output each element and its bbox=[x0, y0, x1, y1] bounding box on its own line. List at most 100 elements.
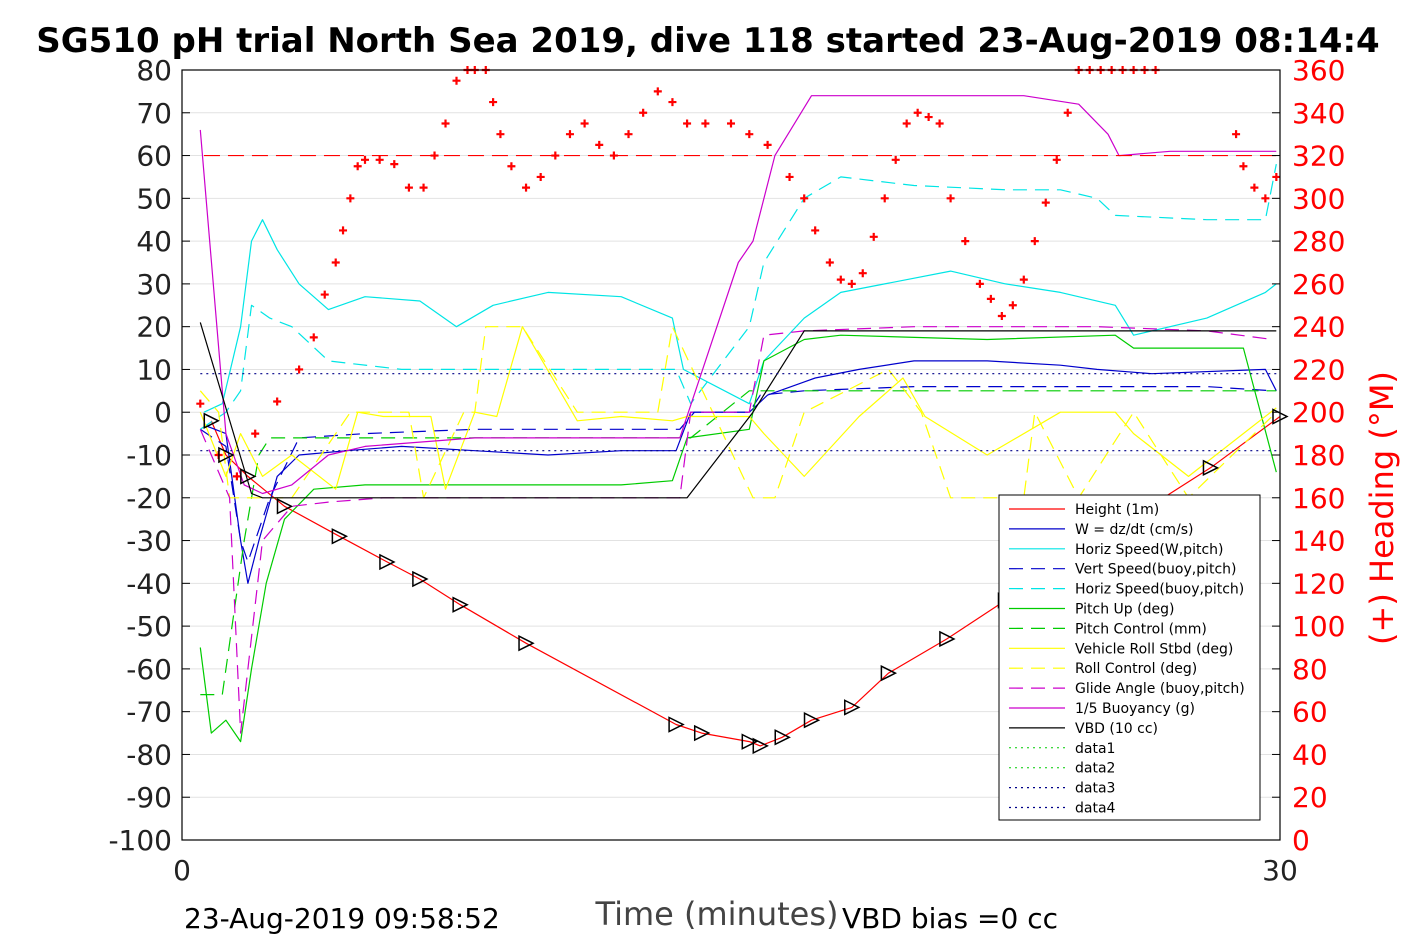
heading-point bbox=[273, 397, 282, 406]
series-line-roll-control-deg bbox=[199, 326, 1277, 499]
legend: Height (1m) W = dz/dt (cm/s) Horiz Speed(W… bbox=[998, 494, 1261, 821]
footer-vbd-bias: VBD bias =0 cc bbox=[842, 902, 1058, 935]
legend-label-vbd-10-cc: VBD (10 cc) bbox=[1075, 721, 1158, 737]
depth-marker bbox=[203, 412, 220, 429]
heading-point bbox=[902, 119, 911, 128]
heading-point bbox=[404, 183, 413, 192]
depth-marker bbox=[452, 596, 469, 613]
series-line-glide-angle-buoy-pitch bbox=[199, 326, 1273, 734]
depth-marker bbox=[412, 570, 429, 588]
heading-point bbox=[489, 98, 498, 107]
right-tick-label: 40 bbox=[1292, 738, 1328, 771]
legend-label-horiz-speed-w-pitch: Horiz Speed(W,pitch) bbox=[1075, 542, 1223, 558]
chart-title: SG510 pH trial North Sea 2019, dive 118 … bbox=[36, 21, 1379, 61]
heading-point bbox=[1030, 237, 1039, 246]
heading-point bbox=[961, 237, 970, 246]
left-tick-label: 40 bbox=[136, 225, 172, 258]
heading-point bbox=[869, 232, 878, 241]
depth-marker bbox=[880, 664, 898, 682]
heading-point bbox=[1239, 162, 1248, 171]
series-line-vert-speed-buoy-pitch bbox=[199, 386, 1273, 563]
left-tick-label: -90 bbox=[126, 781, 172, 814]
heading-point bbox=[375, 155, 384, 164]
right-tick-label: 260 bbox=[1292, 268, 1345, 301]
left-tick-label: -70 bbox=[126, 696, 172, 729]
legend-label-roll-control-deg: Roll Control (deg) bbox=[1075, 661, 1197, 677]
heading-point bbox=[975, 279, 984, 288]
heading-point bbox=[339, 226, 348, 235]
heading-point bbox=[1063, 108, 1072, 117]
left-tick-label: -30 bbox=[126, 525, 172, 558]
depth-marker bbox=[752, 737, 769, 755]
right-y-axis-label: (+) Heading (°M) bbox=[1363, 371, 1401, 645]
right-tick-label: 280 bbox=[1292, 225, 1345, 258]
depth-marker bbox=[668, 716, 685, 733]
footer-timestamp: 23-Aug-2019 09:58:52 bbox=[184, 902, 500, 935]
left-tick-label: 30 bbox=[136, 268, 172, 301]
right-y-axis-ticks: 3603403203002802602402202001801601401201… bbox=[1272, 54, 1345, 857]
series-line-vehicle-roll-stbd-deg bbox=[199, 326, 1277, 490]
heading-point bbox=[785, 172, 794, 181]
right-tick-label: 120 bbox=[1292, 567, 1345, 600]
heading-point bbox=[595, 140, 604, 149]
legend-label-vert-speed-buoy-pitch: Vert Speed(buoy,pitch) bbox=[1075, 562, 1237, 578]
right-tick-label: 340 bbox=[1292, 97, 1345, 130]
left-tick-label: -80 bbox=[126, 738, 172, 771]
depth-marker bbox=[218, 446, 235, 464]
right-tick-label: 100 bbox=[1292, 610, 1345, 643]
left-tick-label: 60 bbox=[136, 140, 172, 173]
heading-point bbox=[331, 258, 340, 267]
heading-point bbox=[624, 130, 633, 139]
depth-marker bbox=[518, 635, 535, 652]
right-tick-label: 0 bbox=[1292, 824, 1310, 857]
heading-point bbox=[452, 76, 461, 85]
right-tick-label: 240 bbox=[1292, 311, 1345, 344]
legend-label-data1: data1 bbox=[1075, 741, 1115, 757]
heading-point bbox=[1232, 130, 1241, 139]
heading-point bbox=[1041, 198, 1050, 207]
depth-marker bbox=[693, 724, 711, 742]
heading-point bbox=[309, 333, 318, 342]
depth-marker bbox=[331, 528, 349, 545]
heading-point bbox=[891, 155, 900, 164]
heading-point bbox=[251, 429, 260, 438]
right-tick-label: 180 bbox=[1292, 439, 1345, 472]
left-y-axis-ticks: 80 70 60 50 40 30 20 10 0 -10 -20 -30 -40 -50 -60 -70 -8… bbox=[108, 54, 190, 857]
depth-marker bbox=[774, 729, 791, 746]
legend-label-pitch-up-deg: Pitch Up (deg) bbox=[1075, 602, 1174, 618]
legend-label-height-1m: Height (1m) bbox=[1075, 502, 1159, 518]
left-tick-label: 20 bbox=[136, 311, 172, 344]
left-tick-label: 50 bbox=[136, 182, 172, 215]
heading-point bbox=[1261, 194, 1270, 203]
heading-point bbox=[565, 130, 574, 139]
heading-point bbox=[346, 194, 355, 203]
heading-point bbox=[580, 119, 589, 128]
heading-point bbox=[825, 258, 834, 267]
heading-point bbox=[811, 226, 820, 235]
legend-label-1-5-buoyancy-g: 1/5 Buoyancy (g) bbox=[1075, 701, 1195, 717]
x-axis-label: Time (minutes) bbox=[595, 895, 839, 933]
heading-point bbox=[997, 311, 1006, 320]
right-tick-label: 360 bbox=[1292, 54, 1345, 87]
left-tick-label: 80 bbox=[136, 54, 172, 87]
right-tick-label: 140 bbox=[1292, 525, 1345, 558]
legend-label-data3: data3 bbox=[1075, 781, 1115, 797]
left-tick-label: -60 bbox=[126, 653, 172, 686]
x-axis-ticks: 0 30 bbox=[173, 854, 1298, 887]
depth-marker bbox=[844, 699, 861, 716]
x-tick-label: 30 bbox=[1262, 854, 1298, 887]
heading-point bbox=[880, 194, 889, 203]
right-tick-label: 60 bbox=[1292, 696, 1328, 729]
heading-point bbox=[800, 194, 809, 203]
heading-point bbox=[441, 119, 450, 128]
heading-point bbox=[353, 162, 362, 171]
series-line-vbd-10-cc bbox=[199, 322, 1277, 499]
legend-label-data2: data2 bbox=[1075, 761, 1115, 777]
right-tick-label: 20 bbox=[1292, 781, 1328, 814]
right-tick-label: 80 bbox=[1292, 653, 1328, 686]
heading-point bbox=[361, 155, 369, 164]
heading-point bbox=[668, 98, 677, 107]
right-tick-label: 220 bbox=[1292, 353, 1345, 386]
heading-point bbox=[935, 119, 944, 128]
